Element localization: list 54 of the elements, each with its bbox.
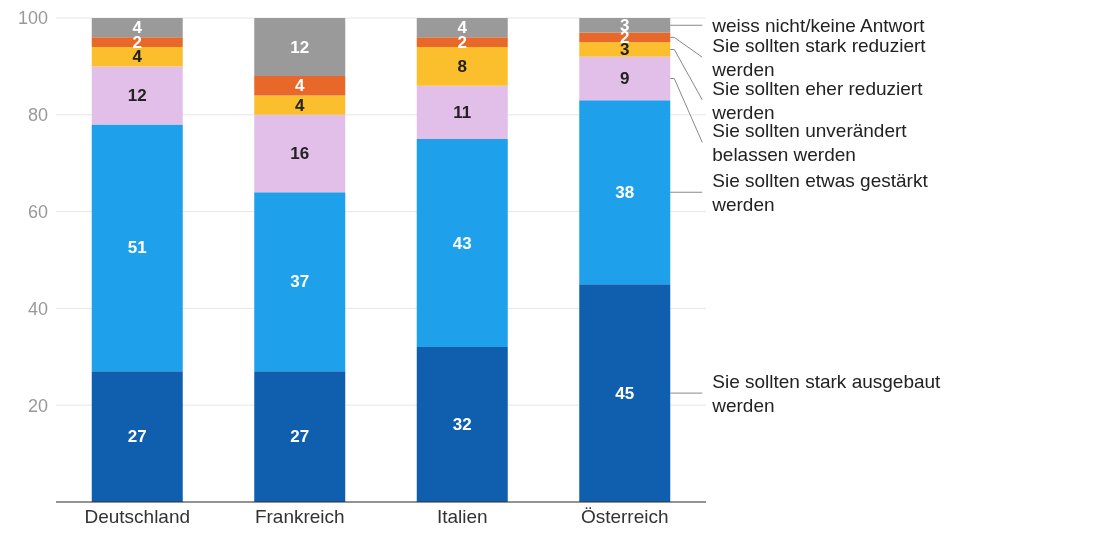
- bar: [91, 124, 183, 372]
- data-label: 16: [290, 144, 310, 164]
- bar: [254, 114, 346, 193]
- bar: [91, 47, 183, 67]
- bar: [416, 47, 508, 86]
- x-tick-label: Frankreich: [254, 506, 345, 528]
- text: Sie sollten stark reduziert werden: [711, 34, 927, 80]
- data-label: 43: [452, 233, 472, 253]
- bar: [91, 371, 183, 502]
- bar: [254, 192, 346, 372]
- bar: [579, 56, 671, 101]
- bar: [416, 347, 508, 502]
- text: Sie sollten stark ausgebaut werden: [711, 370, 942, 416]
- y-tick-label: 60: [27, 201, 48, 222]
- data-label: 4: [295, 95, 306, 115]
- data-label: 51: [127, 238, 147, 258]
- data-label: 27: [127, 427, 147, 447]
- bar: [91, 18, 183, 38]
- data-label: 27: [290, 427, 310, 447]
- data-label: 12: [290, 37, 310, 57]
- text: weiss nicht/keine Antwort: [711, 14, 926, 36]
- x-tick-label: Deutschland: [84, 506, 191, 528]
- data-label: 2: [457, 32, 467, 52]
- data-label: 12: [127, 85, 147, 105]
- bar: [579, 18, 671, 33]
- y-tick-label: 80: [27, 105, 48, 126]
- bar: [416, 139, 508, 348]
- bar: [254, 371, 346, 502]
- data-label: 4: [295, 76, 306, 96]
- bar: [254, 18, 346, 77]
- data-label: 9: [620, 69, 630, 88]
- text: Sie sollten etwas gestärkt werden: [711, 169, 929, 215]
- bar: [579, 284, 671, 502]
- bar: [579, 42, 671, 57]
- data-label: 32: [452, 415, 472, 435]
- y-tick-label: 100: [17, 8, 48, 29]
- y-tick-label: 20: [27, 395, 48, 416]
- x-tick-label: Italien: [436, 506, 488, 528]
- bar: [416, 18, 508, 38]
- data-label: 4: [132, 47, 143, 67]
- bar: [254, 76, 346, 96]
- x-tick-label: Österreich: [580, 506, 669, 528]
- y-tick-label: 40: [27, 298, 48, 319]
- bar: [579, 100, 671, 285]
- bar: [416, 37, 508, 48]
- bar: [254, 95, 346, 115]
- bar: [91, 66, 183, 125]
- data-label: 11: [453, 102, 472, 122]
- data-label: 38: [615, 182, 635, 202]
- data-label: 8: [457, 56, 467, 76]
- data-label: 45: [615, 383, 635, 403]
- bar: [91, 37, 183, 48]
- bar: [416, 85, 508, 139]
- data-label: 37: [290, 272, 310, 292]
